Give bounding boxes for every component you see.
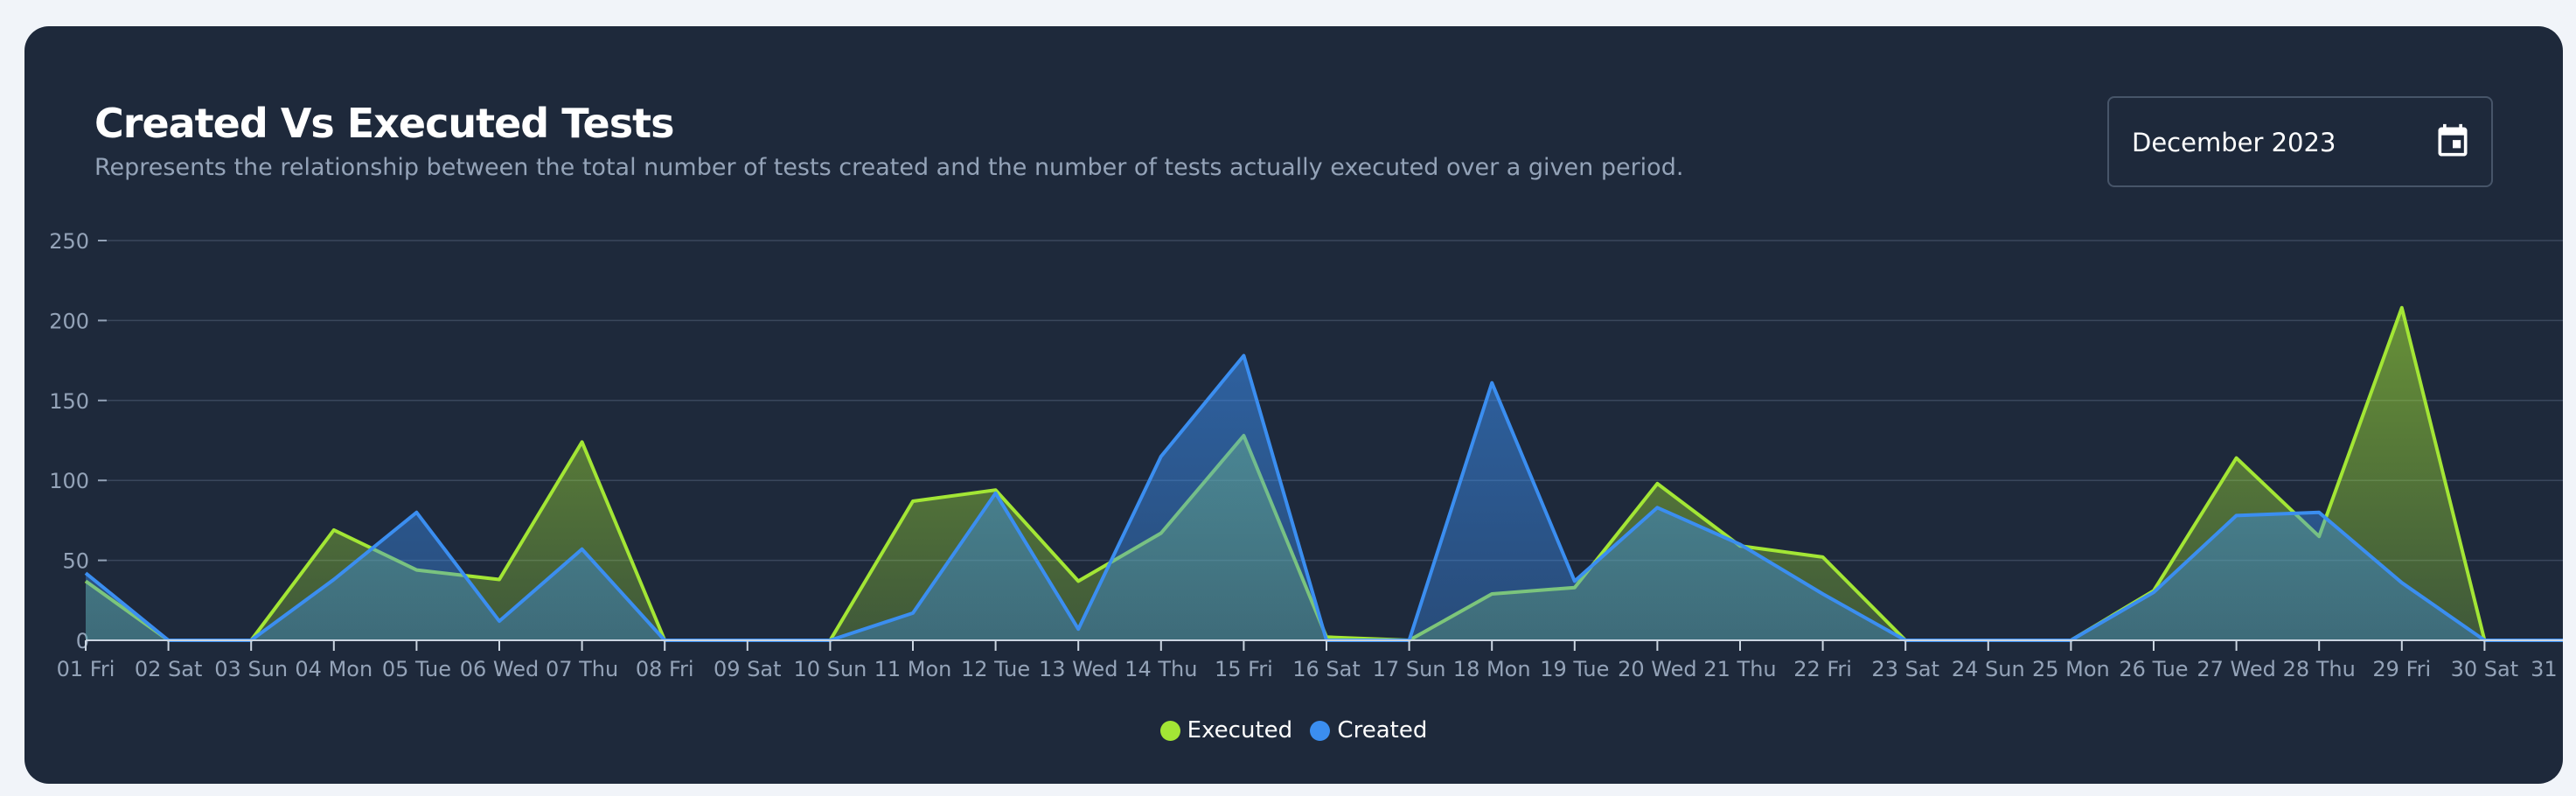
y-tick-label: 100 bbox=[49, 469, 89, 493]
x-tick-label: 23 Sat bbox=[1871, 657, 1939, 681]
x-tick-label: 19 Tue bbox=[1540, 657, 1609, 681]
x-tick-label: 27 Wed bbox=[2197, 657, 2276, 681]
legend-marker-executed bbox=[1159, 720, 1180, 741]
month-picker-value: December 2023 bbox=[2132, 128, 2336, 157]
legend-item-created[interactable]: Created bbox=[1310, 717, 1427, 744]
x-tick-label: 11 Mon bbox=[874, 657, 952, 681]
x-tick-label: 22 Fri bbox=[1793, 657, 1852, 681]
y-tick-label: 50 bbox=[62, 549, 89, 574]
x-tick-label: 08 Fri bbox=[636, 657, 694, 681]
y-tick-label: 250 bbox=[49, 229, 89, 254]
x-tick-label: 05 Tue bbox=[382, 657, 451, 681]
x-tick-label: 02 Sat bbox=[135, 657, 203, 681]
x-tick-label: 30 Sat bbox=[2451, 657, 2519, 681]
x-tick-label: 20 Wed bbox=[1618, 657, 1697, 681]
x-tick-label: 07 Thu bbox=[546, 657, 618, 681]
legend-marker-created bbox=[1310, 720, 1331, 741]
x-tick-label: 16 Sat bbox=[1292, 657, 1361, 681]
x-tick-label: 25 Mon bbox=[2032, 657, 2110, 681]
y-tick-label: 200 bbox=[49, 309, 89, 333]
y-tick-label: 150 bbox=[49, 389, 89, 414]
x-tick-label: 21 Thu bbox=[1703, 657, 1776, 681]
month-picker[interactable]: December 2023 bbox=[2107, 96, 2493, 187]
legend-item-executed[interactable]: Executed bbox=[1159, 717, 1293, 744]
chart-subtitle: Represents the relationship between the … bbox=[94, 154, 1684, 181]
x-tick-label: 04 Mon bbox=[295, 657, 372, 681]
x-tick-label: 10 Sun bbox=[793, 657, 867, 681]
x-tick-label: 24 Sun bbox=[1952, 657, 2025, 681]
series-area-created bbox=[86, 355, 2563, 640]
x-tick-label: 26 Tue bbox=[2119, 657, 2188, 681]
chart-title: Created Vs Executed Tests bbox=[94, 100, 674, 147]
x-tick-label: 03 Sun bbox=[214, 657, 288, 681]
x-tick-label: 06 Wed bbox=[460, 657, 540, 681]
x-tick-label: 17 Sun bbox=[1373, 657, 1446, 681]
x-tick-label: 12 Tue bbox=[961, 657, 1030, 681]
legend-label-executed: Executed bbox=[1187, 717, 1293, 744]
x-tick-label: 14 Thu bbox=[1124, 657, 1197, 681]
x-tick-label: 28 Thu bbox=[2283, 657, 2356, 681]
x-tick-label: 29 Fri bbox=[2372, 657, 2431, 681]
chart-card: Created Vs Executed Tests Represents the… bbox=[24, 26, 2563, 784]
x-tick-label: 18 Mon bbox=[1453, 657, 1531, 681]
chart-legend: Executed Created bbox=[24, 717, 2563, 747]
x-tick-label: 31 Sun bbox=[2531, 657, 2563, 681]
x-tick-label: 09 Sat bbox=[714, 657, 782, 681]
x-tick-label: 13 Wed bbox=[1039, 657, 1118, 681]
legend-label-created: Created bbox=[1337, 717, 1428, 744]
x-tick-label: 01 Fri bbox=[57, 657, 115, 681]
x-tick-label: 15 Fri bbox=[1215, 657, 1273, 681]
calendar-icon[interactable] bbox=[2433, 122, 2472, 161]
